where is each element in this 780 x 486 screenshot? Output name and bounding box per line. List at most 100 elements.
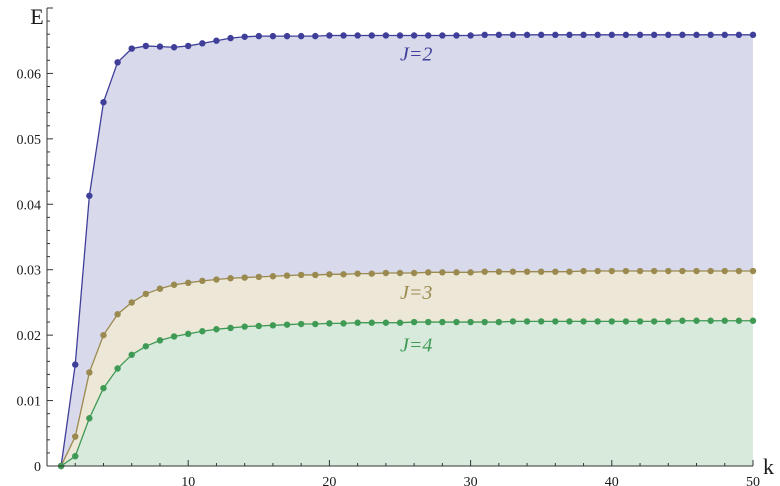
point-j-4-23	[368, 319, 375, 326]
point-j-4-48	[721, 317, 728, 324]
point-j-2-46	[693, 31, 700, 39]
point-j-4-38	[580, 318, 587, 325]
point-j-2-8	[156, 43, 164, 50]
point-j-2-17	[283, 32, 291, 40]
label-j-3: J=3	[400, 282, 432, 304]
point-j-4-33	[509, 318, 517, 325]
axes	[46, 8, 753, 467]
point-j-2-22	[354, 32, 361, 39]
point-j-2-27	[425, 32, 432, 39]
point-j-2-6	[128, 45, 135, 52]
point-j-3-15	[255, 273, 262, 281]
point-j-2-25	[396, 32, 404, 39]
y-tick-label-6: 0.06	[17, 67, 42, 82]
point-j-3-28	[439, 269, 446, 276]
point-j-3-7	[142, 290, 150, 298]
point-j-3-48	[721, 267, 728, 275]
point-j-4-26	[410, 318, 418, 326]
x-tick-label-50: 50	[746, 475, 760, 486]
point-j-4-13	[227, 324, 234, 332]
point-j-4-21	[340, 320, 347, 327]
point-j-4-50	[749, 317, 757, 324]
point-j-2-33	[509, 31, 517, 39]
point-j-3-8	[156, 285, 164, 292]
point-j-4-31	[481, 318, 488, 326]
point-j-3-44	[665, 267, 672, 275]
point-j-2-29	[453, 32, 460, 39]
point-j-3-21	[340, 271, 347, 278]
point-j-2-24	[382, 32, 390, 39]
y-tick-label-1: 0.01	[17, 395, 42, 410]
point-j-4-34	[523, 318, 531, 325]
point-j-2-30	[467, 32, 474, 39]
point-j-3-39	[594, 267, 601, 275]
point-j-3-17	[283, 272, 291, 279]
point-j-2-31	[481, 31, 488, 39]
point-j-3-10	[185, 279, 192, 286]
point-j-2-47	[707, 31, 714, 39]
point-j-3-27	[425, 269, 432, 276]
point-j-2-26	[410, 32, 418, 39]
label-j-4: J=4	[400, 335, 432, 357]
point-j-3-43	[650, 267, 658, 275]
point-j-4-44	[665, 318, 672, 325]
point-j-2-43	[650, 31, 658, 39]
point-j-4-39	[594, 318, 601, 325]
point-j-2-48	[721, 31, 728, 39]
point-j-3-4	[100, 331, 107, 339]
point-j-3-24	[382, 269, 390, 277]
point-j-4-18	[297, 320, 305, 328]
point-j-4-12	[213, 326, 220, 333]
point-j-3-14	[241, 274, 248, 281]
point-j-3-45	[679, 267, 686, 275]
point-j-3-49	[735, 267, 743, 275]
point-j-3-12	[213, 276, 220, 283]
point-j-2-44	[665, 31, 672, 39]
point-j-3-29	[453, 269, 460, 276]
point-j-4-14	[241, 323, 248, 330]
point-j-4-17	[283, 321, 291, 328]
point-j-4-6	[128, 351, 135, 358]
axis-ticks: 10 20 30 40 50 0 0.01 0.02 0.03 0.04 0.05 0.06	[17, 7, 760, 486]
point-j-3-40	[608, 267, 615, 275]
point-j-4-32	[495, 318, 503, 326]
point-j-3-41	[622, 267, 630, 275]
y-tick-label-3: 0.03	[17, 264, 42, 279]
point-j-3-5	[114, 311, 121, 318]
point-j-3-37	[566, 268, 573, 275]
point-j-4-25	[396, 319, 404, 326]
point-j-4-16	[269, 322, 277, 329]
point-j-2-13	[227, 34, 234, 42]
point-j-3-16	[269, 273, 277, 280]
point-j-2-18	[297, 32, 305, 40]
area-j-4	[61, 320, 754, 466]
x-tick-label-20: 20	[322, 475, 336, 486]
point-j-4-47	[707, 317, 714, 324]
point-j-2-23	[368, 32, 375, 39]
point-j-2-19	[312, 32, 319, 40]
point-j-2-5	[114, 59, 121, 66]
point-j-2-35	[538, 31, 545, 39]
point-j-3-50	[749, 267, 757, 275]
series-labels: J=2 J=3 J=4	[400, 43, 432, 356]
point-j-4-2	[72, 452, 79, 460]
point-j-3-42	[636, 267, 644, 275]
point-j-2-10	[185, 42, 192, 50]
point-j-4-5	[114, 365, 121, 372]
point-j-4-3	[86, 415, 93, 422]
point-j-3-22	[354, 270, 361, 277]
point-j-2-16	[269, 32, 277, 40]
point-j-2-2	[72, 361, 79, 368]
point-j-4-36	[552, 318, 559, 325]
point-j-2-32	[495, 31, 503, 39]
y-tick-label-4: 0.04	[17, 198, 42, 213]
point-j-4-37	[566, 318, 573, 325]
y-tick-label-5: 0.05	[17, 133, 42, 148]
point-j-4-30	[467, 318, 474, 326]
point-j-2-36	[552, 31, 559, 39]
point-j-4-24	[382, 319, 390, 326]
point-j-4-4	[100, 384, 107, 392]
point-j-3-26	[410, 269, 418, 277]
point-j-2-11	[199, 40, 206, 47]
point-j-3-32	[495, 268, 503, 275]
